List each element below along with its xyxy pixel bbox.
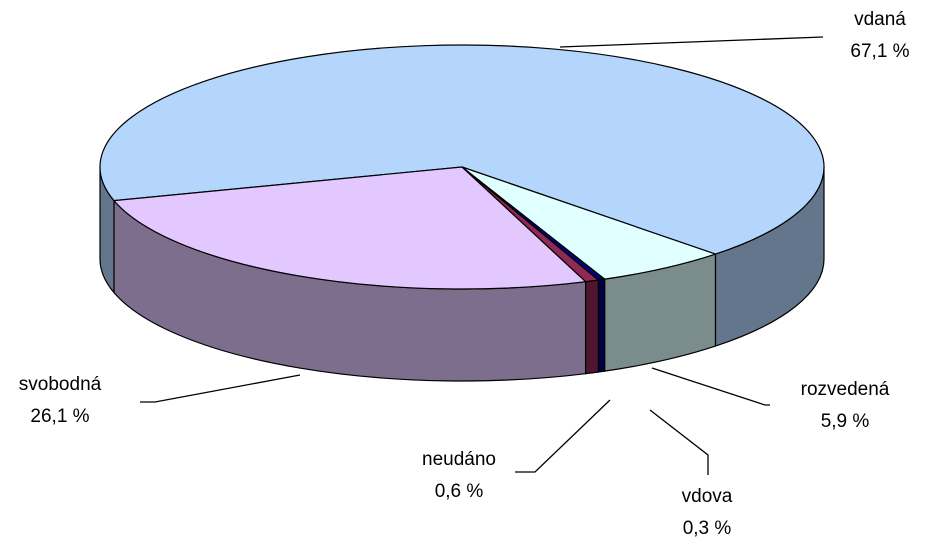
pie-slice <box>99 44 825 255</box>
slice-label: rozvedená <box>801 379 890 400</box>
pie-slice <box>461 166 718 280</box>
pie-side <box>597 278 606 373</box>
slice-label: vdova <box>682 486 733 507</box>
slice-value-label: 5,9 % <box>821 411 870 432</box>
slice-value-label: 0,6 % <box>435 481 484 502</box>
slice-label: neudáno <box>422 449 496 470</box>
pie-slice <box>112 166 587 290</box>
slice-label: vdaná <box>854 9 906 30</box>
leader-line <box>515 399 611 473</box>
leader-line <box>140 374 301 403</box>
slice-value-label: 67,1 % <box>850 41 909 62</box>
leader-line <box>649 409 709 475</box>
slice-label: svobodná <box>19 374 102 395</box>
leader-line <box>559 36 824 48</box>
leader-line <box>651 367 770 406</box>
slice-value-label: 0,3 % <box>683 518 732 539</box>
slice-value-label: 26,1 % <box>30 406 89 427</box>
pie-side <box>584 279 599 375</box>
